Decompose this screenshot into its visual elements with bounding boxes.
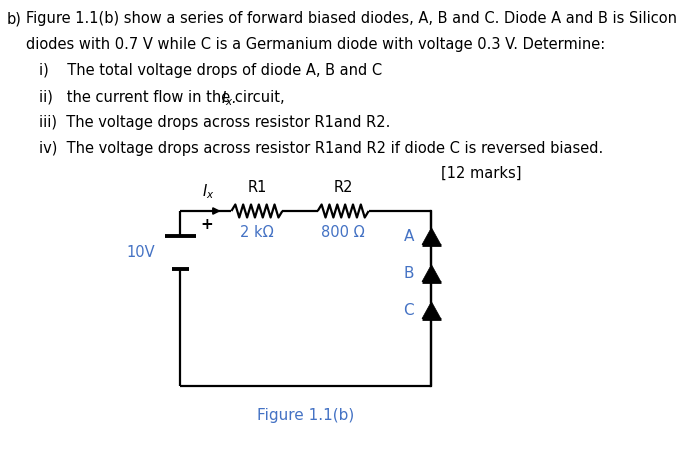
Text: i)    The total voltage drops of diode A, B and C: i) The total voltage drops of diode A, B… bbox=[39, 63, 382, 78]
Polygon shape bbox=[422, 265, 441, 282]
Text: diodes with 0.7 V while C is a Germanium diode with voltage 0.3 V. Determine:: diodes with 0.7 V while C is a Germanium… bbox=[26, 37, 605, 52]
Text: R2: R2 bbox=[333, 180, 353, 195]
Polygon shape bbox=[422, 301, 441, 319]
Text: iv)  The voltage drops across resistor R1and R2 if diode C is reversed biased.: iv) The voltage drops across resistor R1… bbox=[39, 141, 604, 156]
Text: $I_x$.: $I_x$. bbox=[221, 89, 237, 108]
Text: C: C bbox=[404, 303, 414, 318]
Text: ii)   the current flow in the circuit,: ii) the current flow in the circuit, bbox=[39, 89, 290, 104]
Text: 2 kΩ: 2 kΩ bbox=[240, 225, 274, 240]
Text: A: A bbox=[404, 229, 414, 244]
Text: +: + bbox=[200, 217, 213, 232]
Text: $I_x$: $I_x$ bbox=[202, 182, 214, 201]
Text: B: B bbox=[404, 266, 414, 281]
Text: 800 Ω: 800 Ω bbox=[322, 225, 365, 240]
Text: [12 marks]: [12 marks] bbox=[441, 166, 522, 181]
Text: b): b) bbox=[7, 11, 22, 26]
Polygon shape bbox=[422, 228, 441, 245]
Text: R1: R1 bbox=[247, 180, 266, 195]
Text: 10V: 10V bbox=[126, 245, 155, 260]
Text: Figure 1.1(b) show a series of forward biased diodes, A, B and C. Diode A and B : Figure 1.1(b) show a series of forward b… bbox=[26, 11, 677, 26]
Text: iii)  The voltage drops across resistor R1and R2.: iii) The voltage drops across resistor R… bbox=[39, 115, 391, 130]
Text: Figure 1.1(b): Figure 1.1(b) bbox=[257, 408, 354, 423]
